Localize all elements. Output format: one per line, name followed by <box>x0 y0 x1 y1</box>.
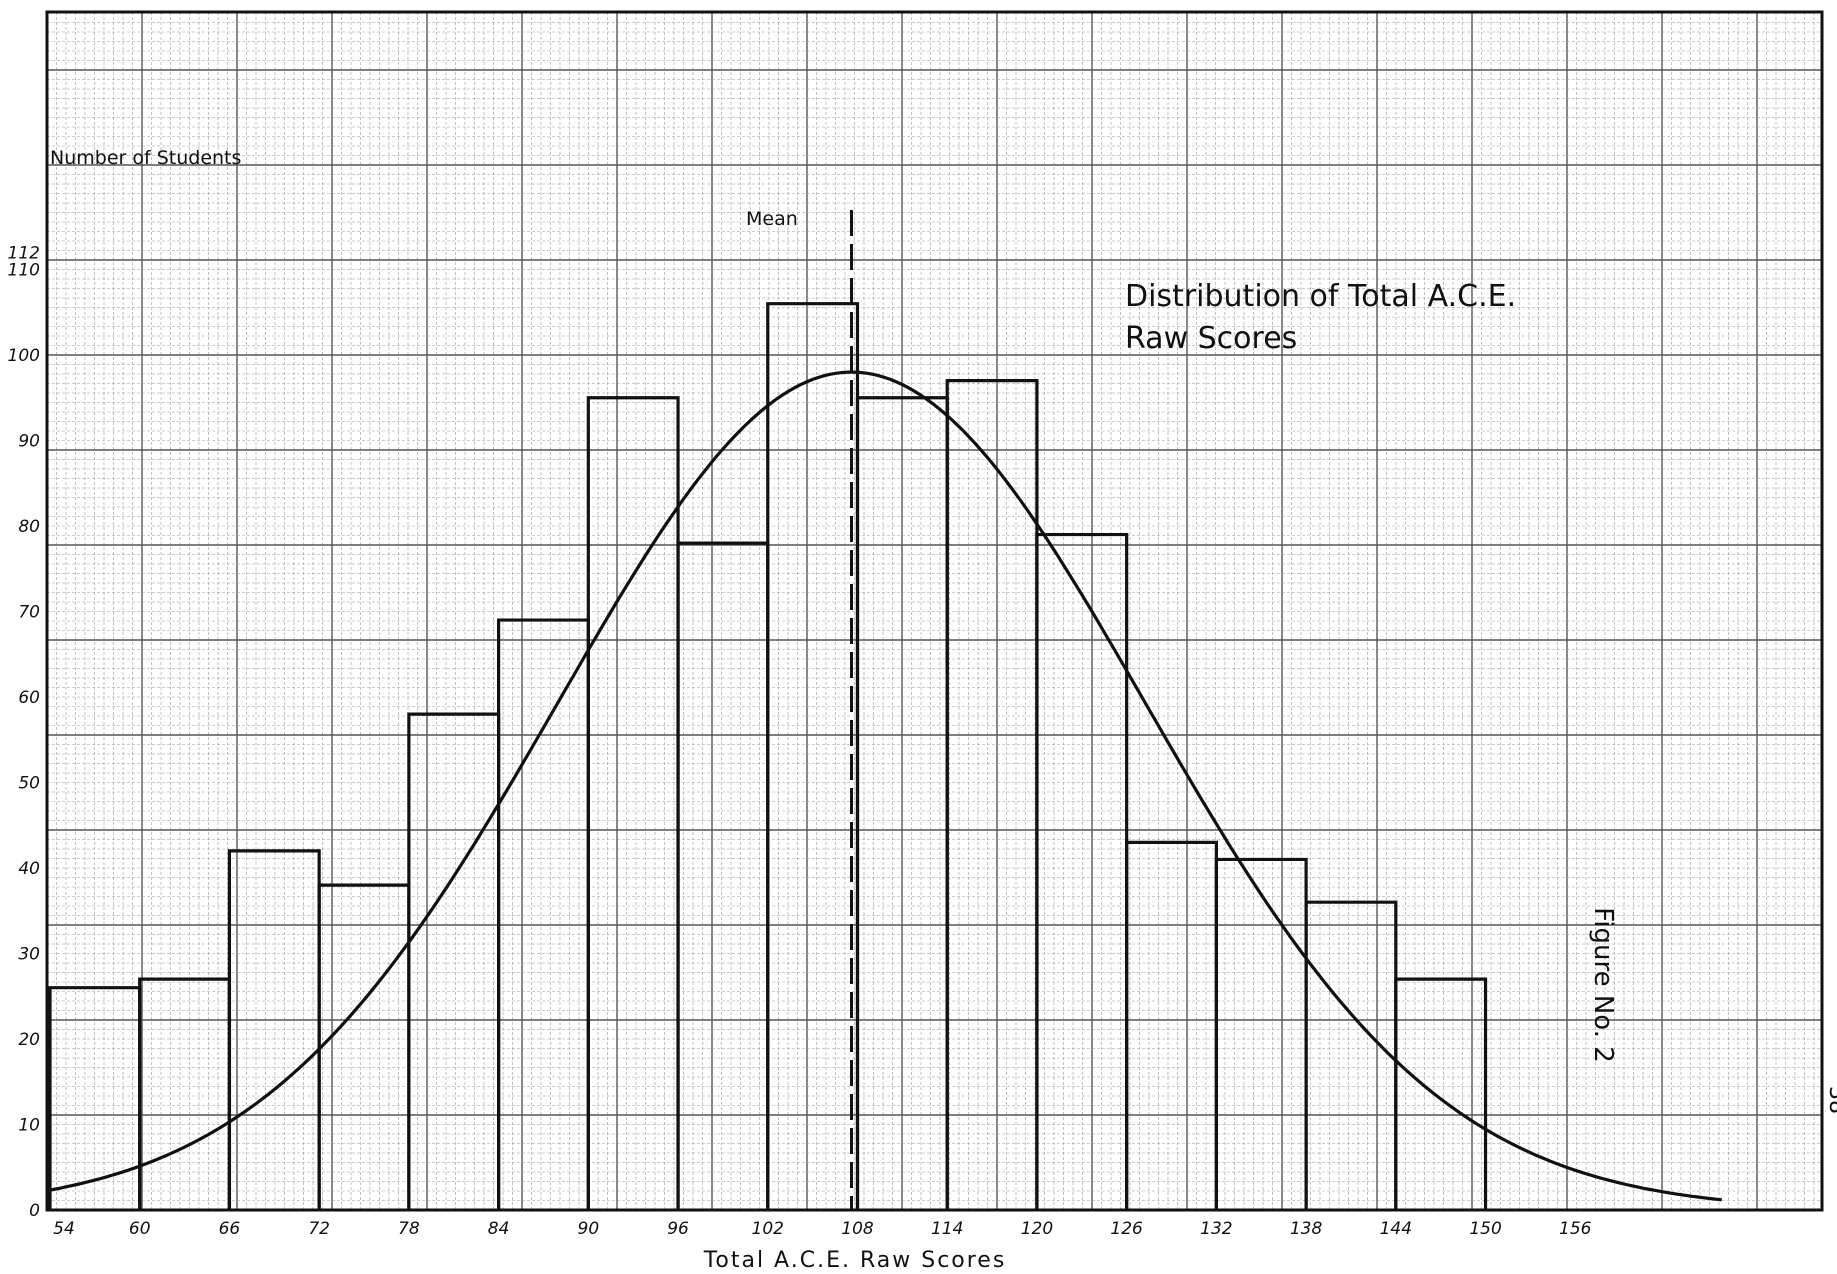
histogram-bar <box>48 986 142 1210</box>
x-tick-label: 126 <box>1110 1219 1143 1239</box>
histogram-bar <box>766 302 860 1210</box>
graph-paper-grid <box>46 12 1822 1211</box>
histogram-bar <box>227 849 321 1210</box>
x-tick-label: 138 <box>1290 1219 1323 1239</box>
x-axis-label: Total A.C.E. Raw Scores <box>703 1248 1007 1273</box>
histogram-bars <box>48 302 1488 1210</box>
histogram-bar <box>1304 900 1398 1210</box>
y-tick-label: 100 <box>8 346 40 366</box>
plot-frame <box>45 10 1824 1212</box>
histogram-bar <box>676 541 770 1210</box>
x-tick-label: 78 <box>398 1219 420 1239</box>
normal-curve <box>46 370 1722 1202</box>
histogram-bar <box>1035 532 1129 1210</box>
x-tick-label: 132 <box>1200 1219 1232 1239</box>
y-tick-label: 112 <box>8 243 40 263</box>
x-axis-ticks: 54 60 66 72 78 84 90 96 102 108 114 120 126 132 138 144… <box>53 1219 1591 1239</box>
y-tick-label: 10 <box>18 1116 40 1136</box>
histogram-bar <box>407 712 501 1210</box>
histogram-bar <box>497 618 590 1210</box>
x-tick-label: 108 <box>841 1219 874 1239</box>
histogram-bar <box>1125 840 1218 1210</box>
x-tick-label: 72 <box>308 1219 330 1239</box>
y-axis-label: Number of Students <box>50 147 241 169</box>
x-tick-label: 120 <box>1021 1219 1053 1239</box>
y-tick-label: 40 <box>18 859 40 879</box>
x-tick-label: 96 <box>667 1219 689 1239</box>
x-tick-label: 150 <box>1469 1219 1501 1239</box>
x-tick-label: 60 <box>129 1219 151 1239</box>
x-tick-label: 90 <box>578 1219 600 1239</box>
y-tick-label: 60 <box>18 688 40 708</box>
mean-label: Mean <box>746 208 798 230</box>
x-tick-label: 102 <box>752 1219 784 1239</box>
x-tick-label: 144 <box>1380 1219 1412 1239</box>
y-tick-label: 70 <box>18 603 40 623</box>
x-tick-label: 84 <box>488 1219 510 1239</box>
x-tick-label: 66 <box>219 1219 241 1239</box>
x-tick-label: 156 <box>1559 1219 1592 1239</box>
histogram-bar <box>1214 857 1308 1210</box>
y-tick-label: 50 <box>18 774 40 794</box>
x-tick-label: 54 <box>53 1219 75 1239</box>
y-tick-label: 80 <box>18 517 40 537</box>
y-tick-label: 0 <box>29 1201 40 1221</box>
y-tick-label: 90 <box>18 432 40 452</box>
y-tick-label: 20 <box>18 1030 40 1050</box>
figure-label: Figure No. 2 <box>1588 907 1618 1063</box>
histogram-bar <box>1394 977 1488 1210</box>
x-tick-label: 114 <box>931 1219 963 1239</box>
histogram-bar <box>138 977 232 1210</box>
chart-title-line1: Distribution of Total A.C.E. <box>1125 279 1516 314</box>
y-tick-label: 110 <box>8 261 40 281</box>
chart-title-line2: Raw Scores <box>1125 321 1297 356</box>
page-number: 38 <box>1824 1086 1837 1114</box>
y-tick-label: 30 <box>18 945 40 965</box>
